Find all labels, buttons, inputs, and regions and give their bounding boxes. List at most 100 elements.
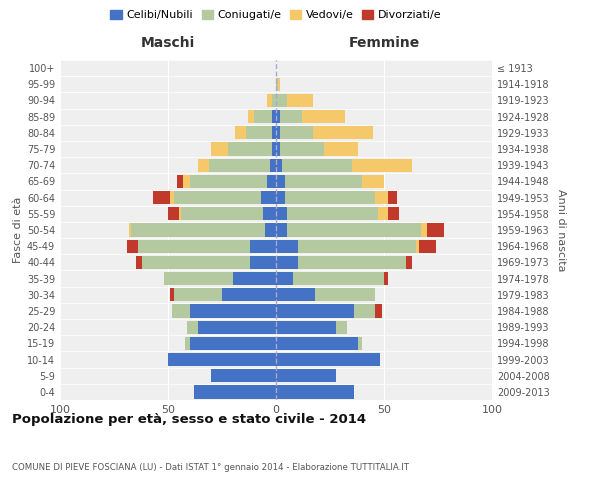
Bar xyxy=(337,320,347,334)
Bar xyxy=(276,78,278,91)
Bar xyxy=(179,207,181,220)
Bar xyxy=(376,304,382,318)
Bar xyxy=(276,126,280,140)
Bar xyxy=(272,126,276,140)
Bar xyxy=(280,142,323,156)
Bar xyxy=(153,191,170,204)
Bar xyxy=(172,304,190,318)
Bar xyxy=(384,272,388,285)
Bar xyxy=(168,353,276,366)
Bar xyxy=(302,110,345,124)
Bar xyxy=(250,256,276,269)
Bar xyxy=(276,94,287,107)
Bar xyxy=(276,240,298,253)
Bar xyxy=(138,240,250,253)
Bar xyxy=(235,126,246,140)
Bar xyxy=(276,336,358,350)
Text: Femmine: Femmine xyxy=(349,36,419,50)
Bar xyxy=(298,256,406,269)
Bar xyxy=(276,369,337,382)
Bar xyxy=(272,110,276,124)
Bar xyxy=(168,207,179,220)
Bar xyxy=(175,288,222,302)
Bar xyxy=(287,224,421,236)
Bar xyxy=(164,272,233,285)
Y-axis label: Fasce di età: Fasce di età xyxy=(13,197,23,263)
Bar xyxy=(248,110,254,124)
Bar xyxy=(190,336,276,350)
Bar xyxy=(362,175,384,188)
Text: Popolazione per età, sesso e stato civile - 2014: Popolazione per età, sesso e stato civil… xyxy=(12,412,366,426)
Bar xyxy=(276,191,284,204)
Bar xyxy=(287,94,313,107)
Bar xyxy=(280,110,302,124)
Bar xyxy=(209,158,269,172)
Bar xyxy=(388,207,399,220)
Bar xyxy=(190,304,276,318)
Bar xyxy=(276,353,380,366)
Bar xyxy=(187,320,198,334)
Bar xyxy=(276,110,280,124)
Bar xyxy=(176,175,183,188)
Legend: Celibi/Nubili, Coniugati/e, Vedovi/e, Divorziati/e: Celibi/Nubili, Coniugati/e, Vedovi/e, Di… xyxy=(106,6,446,25)
Bar xyxy=(283,158,352,172)
Bar xyxy=(272,142,276,156)
Bar xyxy=(323,142,358,156)
Bar xyxy=(276,224,287,236)
Bar xyxy=(406,256,412,269)
Bar xyxy=(181,207,263,220)
Text: COMUNE DI PIEVE FOSCIANA (LU) - Dati ISTAT 1° gennaio 2014 - Elaborazione TUTTIT: COMUNE DI PIEVE FOSCIANA (LU) - Dati IST… xyxy=(12,463,409,472)
Bar xyxy=(129,224,131,236)
Bar xyxy=(276,207,287,220)
Bar xyxy=(185,336,190,350)
Bar xyxy=(263,207,276,220)
Bar xyxy=(388,191,397,204)
Bar xyxy=(293,272,384,285)
Bar xyxy=(233,272,276,285)
Bar xyxy=(170,288,175,302)
Bar xyxy=(142,256,250,269)
Bar xyxy=(287,207,377,220)
Bar xyxy=(419,240,436,253)
Bar xyxy=(315,288,376,302)
Bar xyxy=(131,224,265,236)
Bar xyxy=(250,240,276,253)
Bar xyxy=(421,224,427,236)
Bar xyxy=(276,304,354,318)
Bar xyxy=(229,142,272,156)
Bar xyxy=(170,191,175,204)
Bar xyxy=(427,224,445,236)
Bar xyxy=(284,191,376,204)
Bar xyxy=(198,158,209,172)
Bar xyxy=(276,386,354,398)
Bar xyxy=(265,224,276,236)
Text: Maschi: Maschi xyxy=(141,36,195,50)
Bar xyxy=(254,110,272,124)
Bar xyxy=(276,320,337,334)
Bar xyxy=(272,94,276,107)
Bar xyxy=(211,142,229,156)
Bar xyxy=(280,126,313,140)
Bar xyxy=(358,336,362,350)
Y-axis label: Anni di nascita: Anni di nascita xyxy=(556,188,566,271)
Bar xyxy=(198,320,276,334)
Bar xyxy=(352,158,412,172)
Bar xyxy=(354,304,376,318)
Bar xyxy=(284,175,362,188)
Bar xyxy=(222,288,276,302)
Bar xyxy=(136,256,142,269)
Bar xyxy=(276,288,315,302)
Bar xyxy=(377,207,388,220)
Bar xyxy=(246,126,272,140)
Bar xyxy=(183,175,190,188)
Bar xyxy=(416,240,419,253)
Bar xyxy=(276,175,284,188)
Bar xyxy=(298,240,416,253)
Bar xyxy=(269,158,276,172)
Bar xyxy=(313,126,373,140)
Bar xyxy=(276,272,293,285)
Bar xyxy=(127,240,138,253)
Bar xyxy=(190,175,268,188)
Bar xyxy=(278,78,280,91)
Bar xyxy=(211,369,276,382)
